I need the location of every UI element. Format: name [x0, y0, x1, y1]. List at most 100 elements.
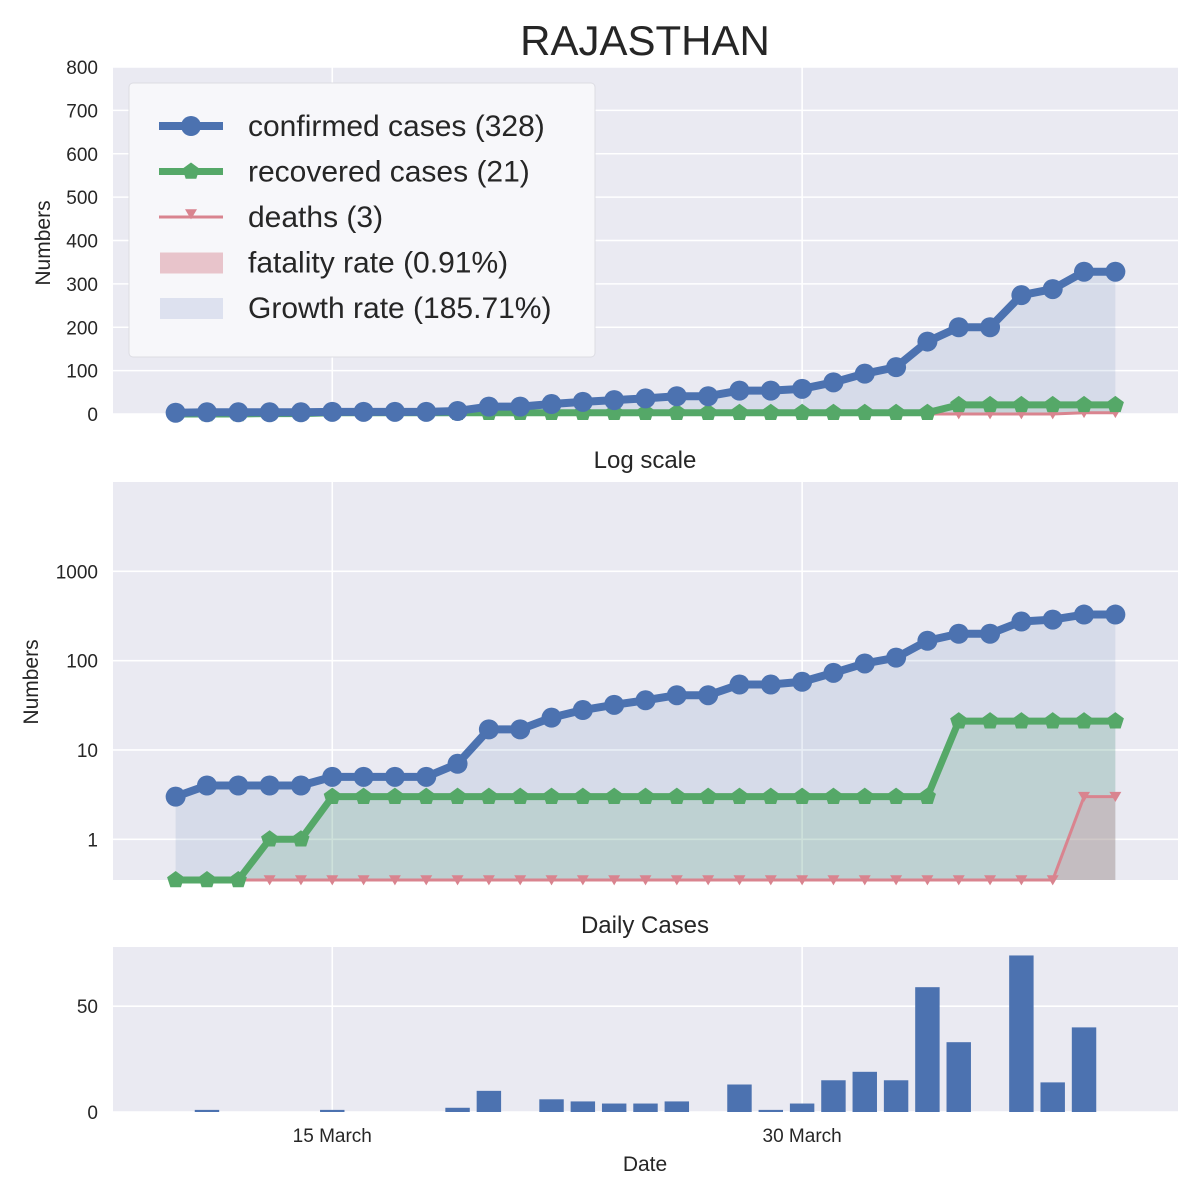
confirmed-point [447, 753, 468, 774]
confirmed-point [572, 700, 593, 721]
confirmed-point [604, 694, 625, 715]
daily-bar [1040, 1082, 1065, 1112]
legend-label: Growth rate (185.71%) [248, 292, 551, 325]
confirmed-point [447, 400, 468, 421]
deaths-point [1015, 875, 1028, 886]
daily-plot-area [113, 947, 1178, 1112]
deaths-point [357, 875, 370, 886]
deaths-point [576, 875, 589, 886]
daily-bar [194, 1109, 220, 1112]
confirmed-point [854, 363, 875, 384]
y-tick-label: 10 [77, 741, 98, 762]
recovered-point [699, 787, 717, 804]
recovered-point [1044, 395, 1062, 413]
confirmed-point [948, 623, 969, 644]
y-tick-label: 700 [66, 101, 98, 122]
recovered-point [668, 403, 686, 420]
confirmed-point [290, 775, 311, 796]
confirmed-point [1105, 604, 1126, 625]
daily-bar [758, 1109, 784, 1112]
deaths-point [263, 875, 276, 886]
confirmed-point [792, 378, 813, 399]
daily-bar [821, 1080, 846, 1112]
daily-bar [727, 1084, 752, 1112]
confirmed-point [510, 396, 531, 417]
recovered-point [1075, 395, 1093, 413]
recovered-point [730, 787, 749, 804]
confirmed-point [384, 766, 405, 787]
confirmed-point [259, 402, 280, 423]
legend-marker [181, 116, 201, 136]
log-chart-title: Log scale [594, 447, 697, 474]
legend-label: confirmed cases (328) [248, 110, 545, 143]
confirmed-point [666, 386, 687, 407]
confirmed-point [322, 401, 343, 422]
recovered-point [699, 403, 717, 420]
recovered-point [918, 403, 936, 420]
chart-title: RAJASTHAN [520, 17, 770, 64]
y-tick-label: 100 [66, 362, 98, 383]
confirmed-point [196, 775, 217, 796]
recovered-point [1044, 712, 1062, 729]
confirmed-area [175, 614, 1116, 880]
recovered-point [668, 787, 686, 804]
confirmed-point [1011, 285, 1032, 306]
confirmed-point [510, 719, 531, 740]
recovered-point [261, 830, 279, 847]
y-tick-label: 50 [77, 997, 98, 1018]
legend-patch [160, 298, 223, 319]
recovered-point [323, 787, 341, 804]
recovered-point [229, 871, 247, 888]
deaths-point [294, 875, 307, 886]
deaths-point [420, 875, 433, 886]
confirmed-point [917, 630, 938, 651]
recovered-point [981, 712, 999, 729]
log-plot-area [113, 482, 1178, 880]
recovered-point [730, 403, 749, 420]
deaths-point [514, 875, 527, 886]
legend-label: recovered cases (21) [248, 156, 530, 189]
recovered-point [605, 787, 623, 804]
x-tick-label: 15 March [293, 1126, 372, 1147]
confirmed-point [1011, 611, 1032, 632]
y-tick-label: 200 [66, 318, 98, 339]
confirmed-point [165, 402, 186, 423]
confirmed-point [635, 388, 656, 409]
y-tick-label: 100 [66, 652, 98, 673]
x-tick-label: 30 March [763, 1126, 842, 1147]
confirmed-point [353, 766, 374, 787]
daily-bar [664, 1101, 690, 1112]
recovered-point [762, 787, 780, 804]
recovered-point [1075, 712, 1093, 729]
daily-bar [445, 1107, 470, 1112]
deaths-point [388, 875, 401, 886]
confirmed-point [980, 317, 1001, 338]
daily-bar [1009, 955, 1034, 1112]
recovered-point [824, 787, 842, 804]
confirmed-point [416, 766, 437, 787]
recovered-point [1012, 395, 1030, 413]
legend-label: deaths (3) [248, 201, 383, 234]
confirmed-point [635, 690, 656, 711]
daily-bar [476, 1090, 502, 1112]
recovered-point [511, 787, 529, 804]
y-tick-label: 0 [87, 405, 98, 426]
deaths-point [1109, 791, 1122, 803]
confirmed-point [228, 402, 249, 423]
recovered-point [950, 712, 968, 729]
deaths-point [1078, 791, 1091, 803]
deaths-point [702, 875, 715, 886]
y-tick-label: 300 [66, 275, 98, 296]
deaths-point [1046, 875, 1059, 886]
daily-bar [1071, 1027, 1097, 1112]
confirmed-point [1074, 604, 1095, 625]
confirmed-point [823, 372, 844, 393]
recovered-point [824, 403, 842, 420]
recovered-point [1106, 712, 1124, 729]
confirmed-point [854, 653, 875, 674]
daily-bar [915, 987, 940, 1112]
daily-bar [570, 1101, 596, 1112]
recovered-point [574, 787, 592, 804]
recovered-point [856, 403, 874, 420]
